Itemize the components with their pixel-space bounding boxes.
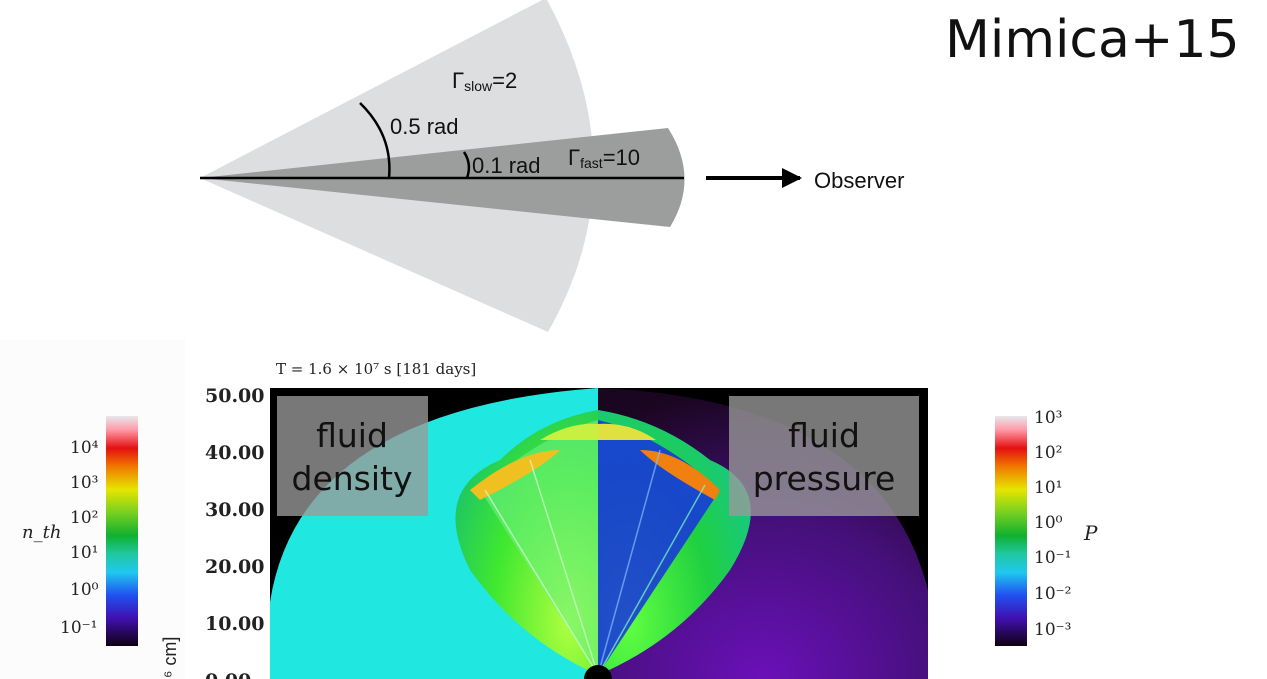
pressure-tick-label: 10⁻² bbox=[1034, 584, 1071, 604]
y-tick-label: 0.00 bbox=[205, 670, 251, 679]
density-colorbar-ticks: 10⁴ 10³ 10² 10¹ 10⁰ 10⁻¹ bbox=[60, 438, 99, 638]
pressure-colorbar bbox=[995, 416, 1027, 646]
y-tick-label: 50.00 bbox=[205, 385, 265, 407]
density-tick-label: 10¹ bbox=[70, 543, 98, 563]
pressure-tick-label: 10¹ bbox=[1034, 478, 1062, 498]
density-colorbar-label: n_th bbox=[22, 522, 61, 543]
y-axis-label: ⁶ cm] bbox=[160, 637, 180, 678]
density-tick-label: 10² bbox=[70, 508, 98, 528]
fast-gamma-label: Γfast=10 bbox=[568, 145, 640, 171]
angle-arc-wide bbox=[359, 102, 391, 179]
time-label: T = 1.6 × 10⁷ s [181 days] bbox=[276, 360, 476, 378]
y-tick-label: 30.00 bbox=[205, 499, 265, 521]
density-tick-label: 10⁰ bbox=[70, 580, 99, 600]
density-tick-label: 10³ bbox=[70, 473, 98, 493]
pressure-colorbar-ticks: 10³ 10² 10¹ 10⁰ 10⁻¹ 10⁻² 10⁻³ bbox=[1034, 408, 1071, 640]
density-tick-label: 10⁴ bbox=[70, 438, 99, 458]
simulation-figure: T = 1.6 × 10⁷ s [181 days] 50.00 40.00 3… bbox=[0, 340, 1098, 679]
density-tick-label: 10⁻¹ bbox=[60, 618, 97, 638]
slow-gamma-label: Γslow=2 bbox=[452, 68, 517, 94]
density-label-box: fluid density bbox=[277, 396, 428, 516]
y-tick-label: 10.00 bbox=[205, 613, 265, 635]
pressure-tick-label: 10⁰ bbox=[1034, 513, 1063, 533]
pressure-tick-label: 10⁻¹ bbox=[1034, 548, 1071, 568]
density-label-line1: fluid bbox=[316, 416, 388, 455]
pressure-label-box: fluid pressure bbox=[729, 396, 919, 516]
y-tick-label: 40.00 bbox=[205, 442, 265, 464]
simulation-plot bbox=[270, 388, 928, 679]
pressure-label-line1: fluid bbox=[788, 416, 860, 455]
pressure-tick-label: 10² bbox=[1034, 443, 1062, 463]
density-label-line2: density bbox=[292, 459, 413, 498]
angle-wide-label: 0.5 rad bbox=[390, 114, 459, 139]
observer-label: Observer bbox=[814, 168, 904, 193]
jet-geometry-diagram: Γslow=2 0.5 rad 0.1 rad Γfast=10 Observe… bbox=[200, 0, 904, 332]
angle-narrow-label: 0.1 rad bbox=[472, 153, 541, 178]
pressure-tick-label: 10⁻³ bbox=[1034, 620, 1071, 640]
y-tick-label: 20.00 bbox=[205, 556, 265, 578]
citation-label: Mimica+15 bbox=[945, 10, 1240, 70]
pressure-colorbar-label: P bbox=[1083, 521, 1098, 545]
left-margin bbox=[0, 340, 185, 679]
y-axis: 50.00 40.00 30.00 20.00 10.00 0.00 bbox=[205, 385, 265, 679]
angle-arc-narrow bbox=[462, 151, 471, 179]
pressure-tick-label: 10³ bbox=[1034, 408, 1062, 428]
pressure-label-line2: pressure bbox=[753, 459, 896, 498]
density-colorbar bbox=[106, 416, 138, 646]
